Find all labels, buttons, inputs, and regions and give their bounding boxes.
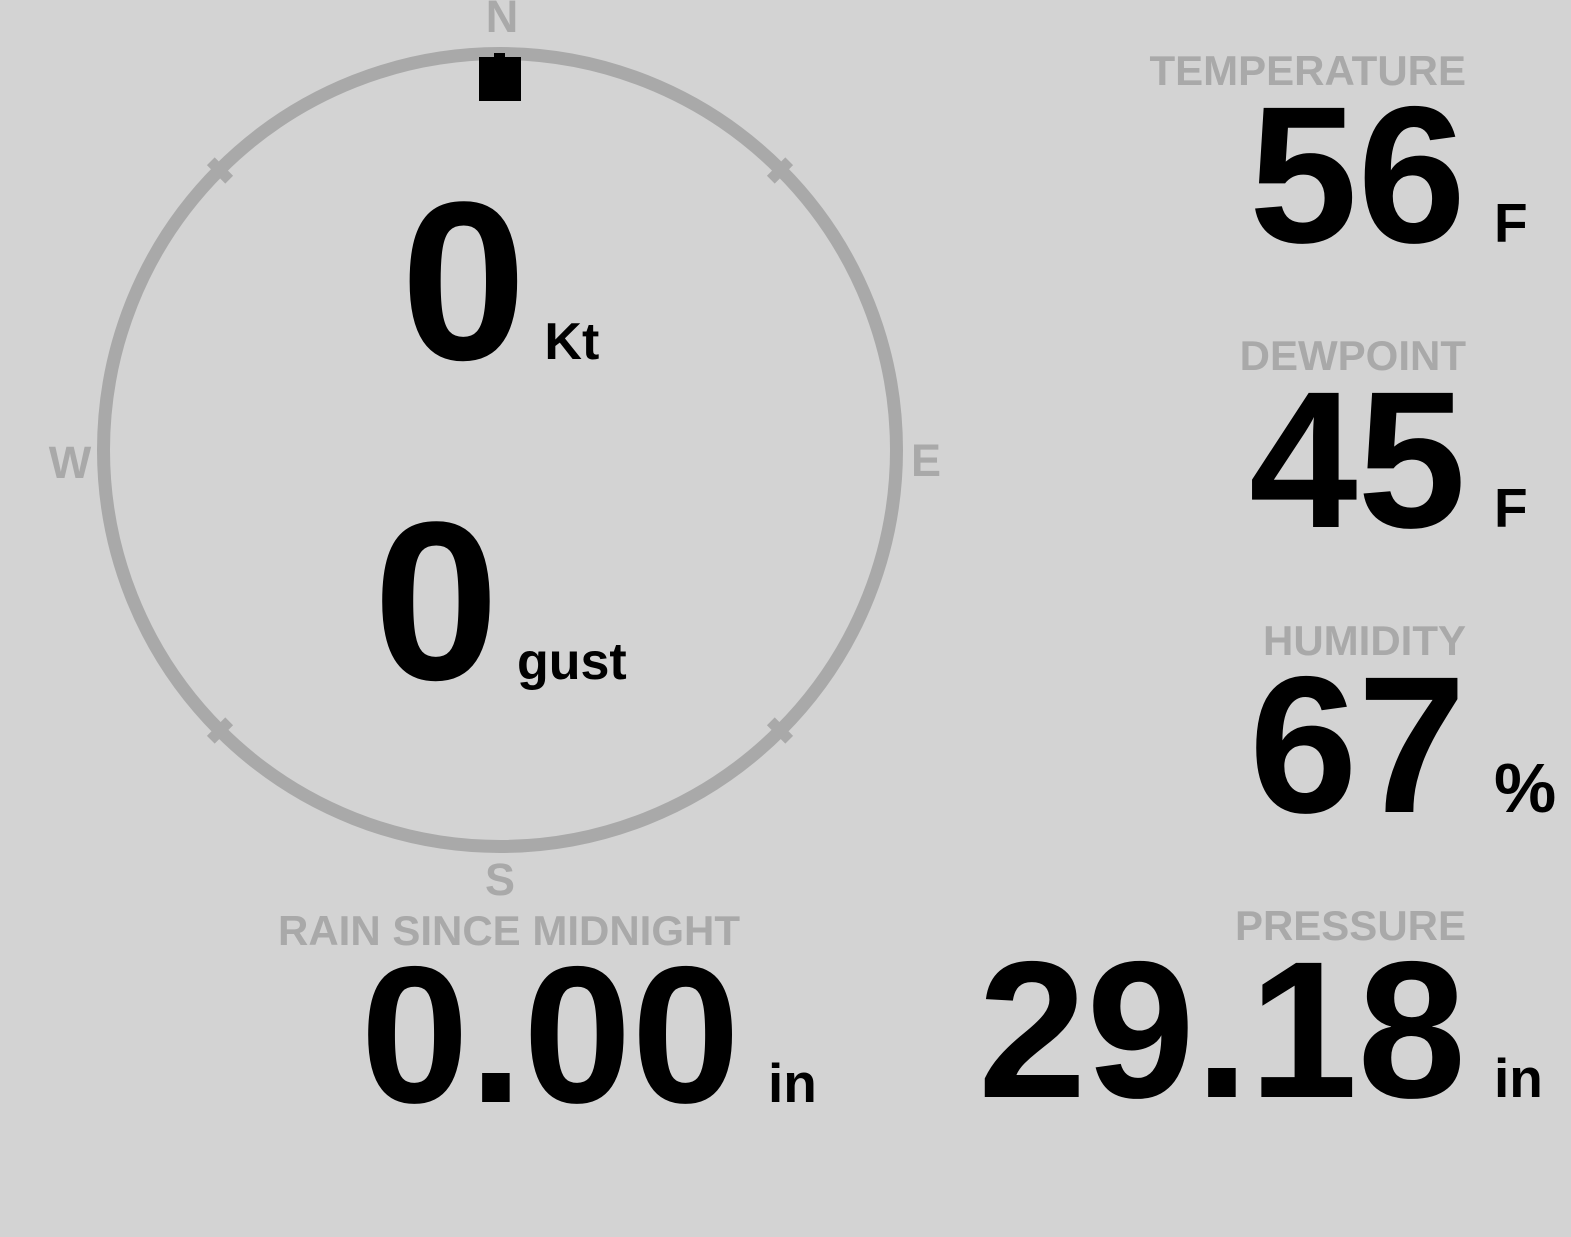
temperature-value-row: 56 F	[1149, 78, 1564, 273]
rain-value-row: 0.00 in	[278, 938, 838, 1133]
compass-label-east: E	[910, 435, 942, 486]
rain-value: 0.00	[360, 926, 740, 1144]
wind-direction-pointer-icon	[479, 53, 521, 101]
compass-label-west: W	[48, 437, 92, 488]
rain-label: RAIN SINCE MIDNIGHT	[278, 907, 740, 954]
temperature-value: 56	[1249, 66, 1466, 284]
humidity-label: HUMIDITY	[1263, 617, 1466, 664]
humidity-value-row: 67 %	[1249, 648, 1564, 843]
wind-gust-value: 0	[373, 474, 499, 727]
rain-unit: in	[768, 1052, 817, 1114]
wind-speed-row: 0 Kt	[401, 168, 600, 394]
wind-speed-unit: Kt	[544, 313, 600, 371]
wind-gust-row: 0 gust	[373, 488, 626, 714]
pressure-label: PRESSURE	[1234, 902, 1466, 949]
dewpoint-unit: F	[1494, 477, 1528, 539]
dewpoint-value: 45	[1249, 351, 1466, 569]
pressure-value: 29.18	[978, 921, 1466, 1139]
pressure-unit: in	[1494, 1047, 1543, 1109]
dewpoint-value-row: 45 F	[1240, 363, 1564, 558]
temperature-unit: F	[1494, 192, 1528, 254]
wind-speed-value: 0	[400, 154, 527, 407]
rain-metric: RAIN SINCE MIDNIGHT 0.00 in	[278, 910, 838, 1133]
pressure-value-row: 29.18 in	[978, 933, 1564, 1128]
wind-gust-unit: gust	[516, 633, 627, 691]
humidity-value: 67	[1249, 636, 1466, 854]
pressure-metric: PRESSURE 29.18 in	[978, 905, 1564, 1128]
dewpoint-label: DEWPOINT	[1239, 332, 1466, 379]
dewpoint-metric: DEWPOINT 45 F	[1240, 335, 1564, 558]
humidity-metric: HUMIDITY 67 %	[1249, 620, 1564, 843]
temperature-label: TEMPERATURE	[1149, 47, 1466, 94]
compass-label-north: N	[485, 0, 519, 42]
humidity-unit: %	[1494, 749, 1557, 827]
temperature-metric: TEMPERATURE 56 F	[1149, 50, 1564, 273]
compass-label-south: S	[484, 854, 516, 905]
